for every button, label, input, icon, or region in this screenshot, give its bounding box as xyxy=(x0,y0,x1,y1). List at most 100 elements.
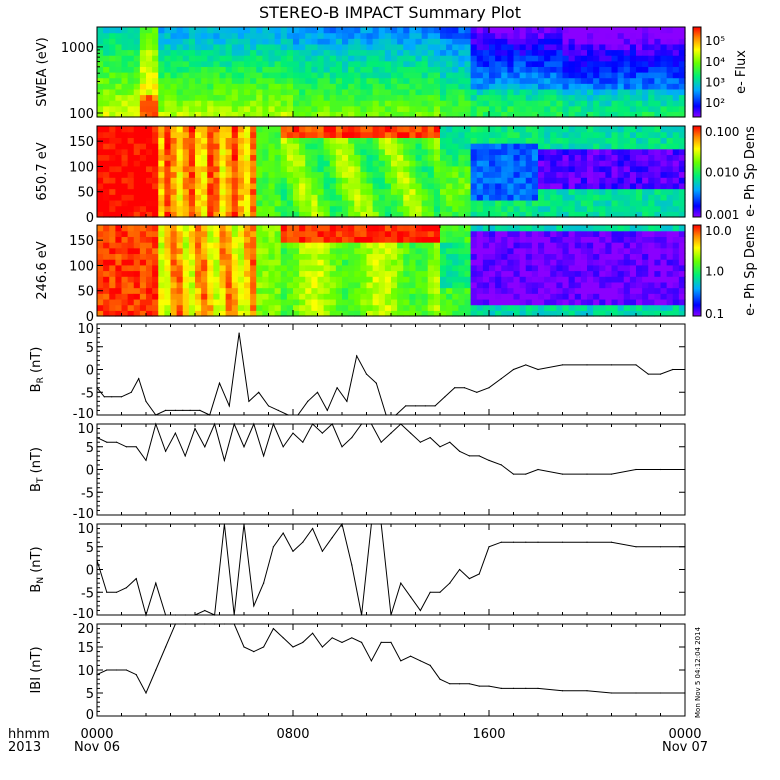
panel-3-cell xyxy=(550,270,557,277)
panel-1-cell xyxy=(599,111,606,118)
panel-3-cell xyxy=(489,230,496,237)
panel-3-cell xyxy=(176,310,184,317)
panel-4-data-point xyxy=(138,378,140,380)
panel-3-cell xyxy=(611,276,619,283)
panel-1-cell xyxy=(489,43,496,51)
panel-2-cell xyxy=(366,199,374,207)
panel-1-cell xyxy=(366,111,374,118)
panel-1-colorbar-tick: 10⁴ xyxy=(705,55,725,69)
panel-3-cell xyxy=(605,298,613,306)
panel-1-cell xyxy=(103,55,110,62)
panel-2-cell xyxy=(580,160,588,167)
panel-1-cell xyxy=(335,111,343,118)
panel-1-cell xyxy=(415,60,423,67)
panel-2-cell xyxy=(213,131,221,138)
panel-1-cell xyxy=(256,60,263,67)
panel-1-cell xyxy=(139,43,147,51)
panel-3-cell xyxy=(213,304,221,311)
panel-1-cell xyxy=(617,66,625,73)
panel-3-cell xyxy=(433,287,441,294)
panel-1-cell xyxy=(501,72,508,79)
panel-1-cell xyxy=(433,66,441,73)
panel-2-cell xyxy=(672,131,680,138)
panel-2-cell xyxy=(237,171,245,178)
panel-3-cell xyxy=(525,304,533,311)
panel-3-cell xyxy=(507,230,515,237)
panel-2-cell xyxy=(482,171,490,178)
panel-1-cell xyxy=(470,38,478,45)
panel-1-cell xyxy=(170,38,178,45)
panel-1-cell xyxy=(409,38,417,45)
panel-3-cell xyxy=(421,259,429,266)
panel-3-cell xyxy=(495,270,502,277)
panel-1-cell xyxy=(660,72,668,79)
panel-1-cell xyxy=(286,88,294,96)
panel-3-cell xyxy=(152,276,159,283)
panel-2-cell xyxy=(354,171,361,178)
panel-1-cell xyxy=(115,100,123,107)
panel-1-cell xyxy=(299,38,306,45)
panel-3-cell xyxy=(158,276,165,283)
panel-2-cell xyxy=(201,126,208,133)
panel-3-cell xyxy=(146,304,153,311)
panel-3-cell xyxy=(170,259,178,266)
panel-1-cell xyxy=(250,66,257,73)
panel-3-cell xyxy=(642,281,649,289)
panel-3-cell xyxy=(115,253,123,260)
panel-1-cell xyxy=(654,27,662,34)
panel-1-cell xyxy=(372,38,380,45)
panel-2-cell xyxy=(495,177,502,184)
panel-1-cell xyxy=(476,72,484,79)
panel-3-cell xyxy=(599,242,606,249)
panel-2-cell xyxy=(556,211,564,218)
panel-1-cell xyxy=(201,32,208,39)
panel-2-cell xyxy=(146,205,153,212)
panel-2-cell xyxy=(256,199,263,207)
panel-3-cell xyxy=(672,236,680,243)
panel-3-cell xyxy=(452,270,459,277)
panel-1-cell xyxy=(317,94,325,101)
panel-1-cell xyxy=(213,38,221,45)
panel-1-cell xyxy=(97,60,104,67)
panel-2-cell xyxy=(605,137,613,144)
panel-1-cell xyxy=(660,77,668,84)
panel-1-cell xyxy=(237,100,245,107)
panel-1-cell xyxy=(538,94,545,101)
panel-1-cell xyxy=(280,32,288,39)
panel-1-cell xyxy=(556,49,564,56)
panel-2-cell xyxy=(109,177,116,184)
panel-2-cell xyxy=(133,126,141,133)
panel-1-cell xyxy=(274,111,282,118)
panel-2-cell xyxy=(531,148,539,156)
panel-1-cell xyxy=(415,100,423,107)
panel-3-cell xyxy=(482,264,490,272)
panel-3-cell xyxy=(427,247,435,255)
panel-3-cell xyxy=(225,247,233,255)
panel-3-cell xyxy=(519,264,527,272)
panel-2-cell xyxy=(660,126,668,133)
panel-2-cell xyxy=(195,194,202,201)
panel-3-cell xyxy=(152,264,159,272)
panel-1-cell xyxy=(360,32,368,39)
panel-3-cell xyxy=(103,259,110,266)
panel-2-cell xyxy=(397,199,404,207)
panel-2-cell xyxy=(495,171,502,178)
panel-3-cell xyxy=(323,293,331,300)
panel-3-cell xyxy=(274,281,282,289)
panel-1-cell xyxy=(372,49,380,56)
panel-1-cell xyxy=(458,94,466,101)
panel-3-cell xyxy=(574,293,582,300)
panel-1-cell xyxy=(482,27,490,34)
panel-3-cell xyxy=(648,230,655,237)
panel-3-cell xyxy=(256,310,263,317)
panel-1-cell xyxy=(195,88,202,96)
panel-1-cell xyxy=(170,27,178,34)
panel-1-cell xyxy=(164,32,172,39)
panel-2-cell xyxy=(611,188,619,195)
panel-1-cell xyxy=(678,27,686,34)
panel-1-cell xyxy=(519,94,527,101)
panel-3-cell xyxy=(219,230,227,237)
panel-1-cell xyxy=(452,88,459,96)
panel-2-cell xyxy=(378,171,386,178)
panel-2-cell xyxy=(280,154,288,161)
